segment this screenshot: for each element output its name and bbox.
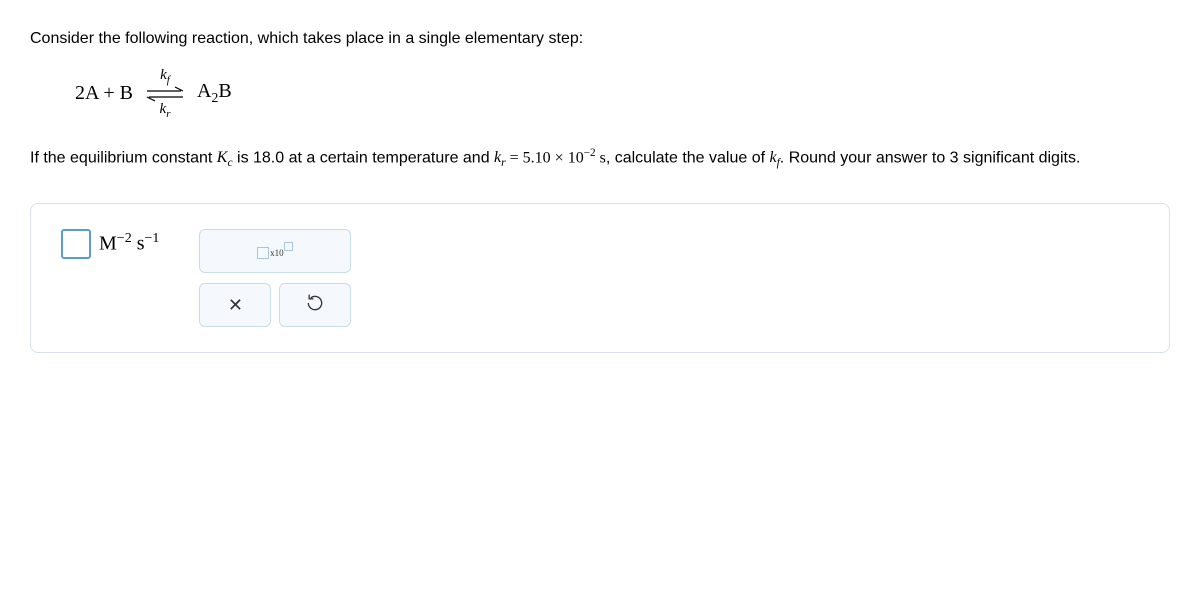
reaction-lhs: 2A + B — [75, 82, 133, 105]
answer-panel: M−2 s−1 x10 ✕ — [30, 203, 1170, 353]
reaction-rhs: A2B — [197, 80, 232, 107]
kr-label: kr — [160, 102, 171, 120]
answer-units: M−2 s−1 — [99, 231, 159, 256]
question-intro-text: Consider the following reaction, which t… — [30, 30, 1170, 48]
kf-label: kf — [160, 68, 170, 86]
answer-toolbox: x10 ✕ — [199, 229, 351, 327]
equilibrium-arrows-icon — [145, 86, 185, 102]
scientific-notation-icon: x10 — [257, 245, 294, 257]
reset-button[interactable] — [279, 283, 351, 327]
reaction-equation: 2A + B kf kr A2B — [75, 68, 1170, 120]
close-icon: ✕ — [228, 296, 243, 314]
answer-input-group: M−2 s−1 — [61, 229, 159, 259]
scientific-notation-button[interactable]: x10 — [199, 229, 351, 273]
equilibrium-arrows-group: kf kr — [145, 68, 185, 120]
clear-button[interactable]: ✕ — [199, 283, 271, 327]
question-body: If the equilibrium constant Kc is 18.0 a… — [30, 145, 1170, 173]
reset-icon — [305, 293, 325, 316]
answer-input[interactable] — [61, 229, 91, 259]
